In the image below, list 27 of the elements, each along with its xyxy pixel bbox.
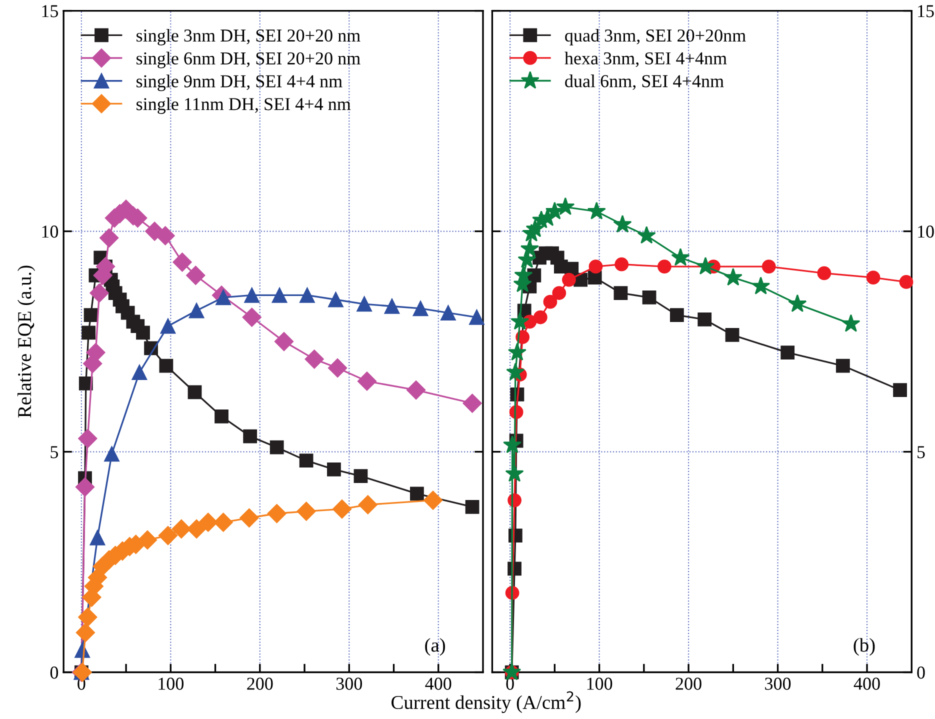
- x-tick-label: 200: [676, 678, 702, 690]
- y2-tick-label: 15: [918, 5, 934, 18]
- legend-label: single 6nm DH, SEI 20+20 nm: [136, 52, 360, 68]
- legend-label: hexa 3nm, SEI 4+4nm: [564, 52, 727, 68]
- legend-label: dual 6nm, SEI 4+4nm: [565, 74, 724, 90]
- x-axis-title: Current density (A/cm$^{2}$): [392, 691, 581, 714]
- y-tick-label: 15: [42, 5, 58, 18]
- x-tick-label: 100: [587, 678, 612, 690]
- x-tick-label: 100: [158, 678, 184, 690]
- legend-label: single 11nm DH, SEI 4+4 nm: [136, 98, 351, 114]
- y-tick-label: 0: [50, 666, 58, 679]
- y2-tick-label: 10: [918, 226, 934, 238]
- legend-label: single 3nm DH, SEI 20+20 nm: [136, 28, 360, 46]
- annotation: (a): [425, 638, 445, 656]
- y-axis-title: Relative EQE (a.u.): [17, 266, 36, 418]
- annotation: (b): [854, 638, 875, 656]
- y2-tick-label: 5: [918, 446, 925, 458]
- legend-label: quad 3nm, SEI 20+20nm: [565, 28, 746, 46]
- x-tick-label: 200: [247, 678, 273, 690]
- x-tick-label: 300: [765, 678, 791, 690]
- y-tick-label: 5: [50, 446, 58, 458]
- y2-tick-label: 0: [917, 666, 925, 679]
- x-tick-label: 300: [336, 678, 362, 690]
- x-tick-label: 400: [854, 678, 880, 690]
- y-tick-label: 10: [42, 226, 58, 238]
- x-tick-label: 400: [425, 678, 452, 690]
- legend-label: single 9nm DH, SEI 4+4 nm: [136, 74, 342, 92]
